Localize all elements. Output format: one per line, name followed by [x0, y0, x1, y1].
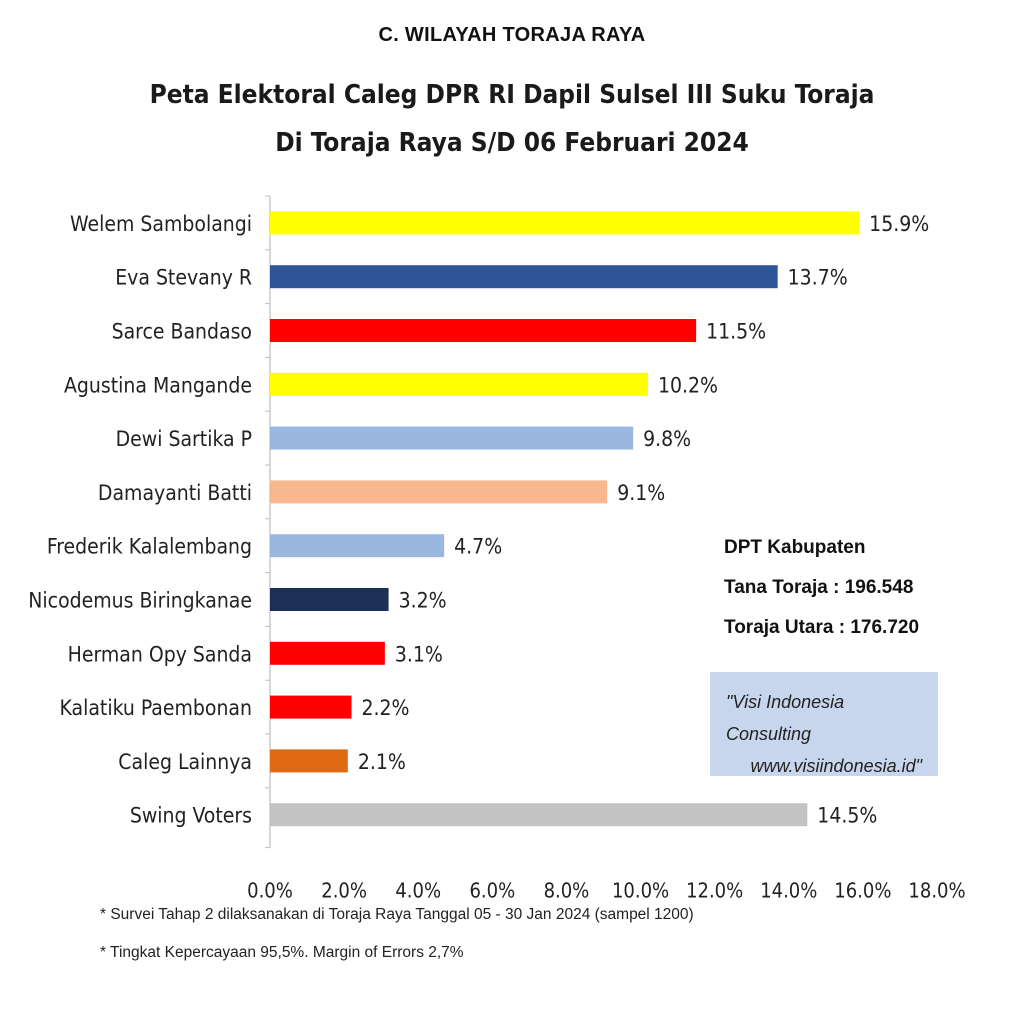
dpt-info: DPT Kabupaten Tana Toraja : 196.548 Tora… — [724, 528, 974, 648]
data-label: 13.7% — [788, 266, 848, 290]
dpt-toraja-utara: Toraja Utara : 176.720 — [724, 617, 920, 638]
credit-box: "Visi Indonesia Consulting www.visiindon… — [710, 672, 938, 776]
bar — [270, 534, 445, 558]
category-label: Frederik Kalalembang — [47, 535, 252, 559]
data-label: 11.5% — [706, 320, 766, 344]
bar — [270, 695, 352, 719]
credit-line-1: "Visi Indonesia Consulting — [726, 692, 845, 744]
bar — [270, 211, 860, 235]
category-label: Swing Voters — [130, 804, 252, 828]
bar — [270, 265, 778, 289]
data-label: 9.8% — [643, 427, 691, 451]
category-label: Caleg Lainnya — [118, 750, 252, 774]
category-label: Dewi Sartika P — [116, 427, 252, 451]
data-label: 10.2% — [658, 373, 718, 397]
bar — [270, 426, 634, 450]
data-label: 2.1% — [358, 750, 406, 774]
data-label: 3.2% — [399, 589, 447, 613]
bar — [270, 319, 697, 342]
credit-line-2: www.visiindonesia.id" — [750, 756, 922, 776]
data-label: 9.1% — [617, 481, 665, 505]
x-tick-label: 12.0% — [686, 879, 743, 903]
data-label: 14.5% — [817, 804, 877, 828]
data-label: 3.1% — [395, 642, 443, 666]
x-tick-label: 14.0% — [760, 879, 817, 903]
chart-title: Peta Elektoral Caleg DPR RI Dapil Sulsel… — [149, 80, 875, 110]
x-tick-label: 2.0% — [321, 879, 367, 903]
footnote-confidence: * Tingkat Kepercayaan 95,5%. Margin of E… — [100, 944, 464, 961]
bar — [270, 372, 648, 396]
x-tick-label: 8.0% — [544, 879, 590, 903]
category-label: Agustina Mangande — [64, 373, 252, 397]
x-tick-label: 18.0% — [908, 879, 965, 903]
bar — [270, 480, 608, 504]
category-label: Herman Opy Sanda — [68, 642, 252, 666]
bar — [270, 588, 389, 611]
chart-subtitle: Di Toraja Raya S/D 06 Februari 2024 — [275, 128, 749, 158]
x-tick-label: 0.0% — [247, 879, 293, 903]
category-label: Sarce Bandaso — [112, 320, 252, 344]
category-label: Damayanti Batti — [98, 481, 252, 505]
bar — [270, 749, 348, 773]
dpt-heading: DPT Kabupaten — [724, 537, 866, 558]
category-label: Nicodemus Biringkanae — [28, 589, 252, 613]
data-label: 15.9% — [869, 212, 929, 236]
x-tick-label: 4.0% — [395, 879, 441, 903]
category-label: Kalatiku Paembonan — [60, 696, 253, 720]
category-label: Welem Sambolangi — [70, 212, 252, 236]
section-title: C. WILAYAH TORAJA RAYA — [378, 24, 646, 46]
category-label: Eva Stevany R — [115, 266, 252, 290]
data-label: 2.2% — [362, 696, 410, 720]
x-tick-label: 6.0% — [469, 879, 515, 903]
bar — [270, 641, 385, 665]
bar — [270, 803, 808, 827]
footnote-survey: * Survei Tahap 2 dilaksanakan di Toraja … — [100, 906, 694, 923]
x-tick-label: 10.0% — [612, 879, 669, 903]
data-label: 4.7% — [454, 535, 502, 559]
x-tick-label: 16.0% — [834, 879, 891, 903]
dpt-tana-toraja: Tana Toraja : 196.548 — [724, 577, 914, 598]
